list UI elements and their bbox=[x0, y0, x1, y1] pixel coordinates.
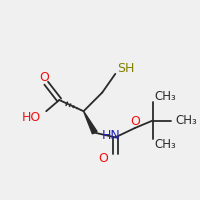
Text: O: O bbox=[130, 115, 140, 128]
Text: CH₃: CH₃ bbox=[155, 138, 176, 151]
Polygon shape bbox=[84, 111, 97, 134]
Text: CH₃: CH₃ bbox=[175, 114, 197, 127]
Text: HN: HN bbox=[102, 129, 121, 142]
Text: HO: HO bbox=[21, 111, 41, 124]
Text: O: O bbox=[39, 71, 49, 84]
Text: CH₃: CH₃ bbox=[155, 90, 176, 103]
Text: SH: SH bbox=[117, 62, 135, 75]
Text: O: O bbox=[98, 152, 108, 165]
